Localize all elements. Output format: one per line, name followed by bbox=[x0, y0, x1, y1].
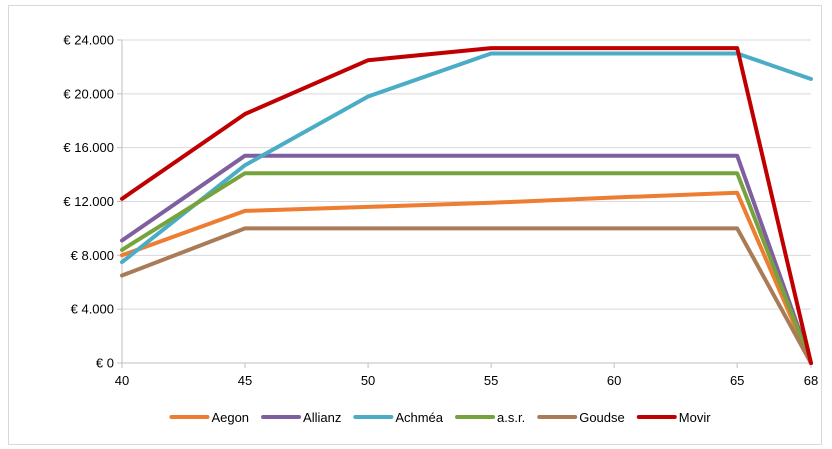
legend-label: Movir bbox=[679, 410, 711, 425]
grid-lines bbox=[122, 39, 811, 310]
x-tick-label: 50 bbox=[361, 373, 375, 388]
axes: € 0 € 4.000 € 8.000 € 12.000 € 16.000 € 20.00… bbox=[63, 33, 818, 389]
y-tick-label: € 8.000 bbox=[71, 248, 114, 263]
y-tick-label: € 16.000 bbox=[63, 140, 114, 155]
y-tick-label: € 12.000 bbox=[63, 194, 114, 209]
line-chart: € 0 € 4.000 € 8.000 € 12.000 € 16.000 € 20.00… bbox=[63, 33, 818, 426]
y-tick-label: € 20.000 bbox=[63, 86, 114, 101]
series-line-allianz bbox=[120, 153, 813, 365]
chart-frame: € 0 € 4.000 € 8.000 € 12.000 € 16.000 € 20.00… bbox=[8, 5, 822, 445]
series-line-a-s-r- bbox=[120, 171, 813, 365]
x-tick-label: 60 bbox=[607, 373, 621, 388]
series-lines bbox=[120, 46, 813, 365]
legend-label: Goudse bbox=[579, 410, 625, 425]
series-line-movir bbox=[120, 46, 813, 365]
legend-label: Aegon bbox=[211, 410, 249, 425]
legend-label: a.s.r. bbox=[497, 410, 525, 425]
x-tick-label: 65 bbox=[730, 373, 744, 388]
legend: Aegon Allianz Achméa a.s.r. Goudse Movir bbox=[169, 410, 711, 425]
series-line-aegon bbox=[120, 190, 813, 365]
x-tick-label: 45 bbox=[238, 373, 252, 388]
y-tick-label: € 4.000 bbox=[71, 302, 114, 317]
series-line-achm-a bbox=[120, 51, 813, 265]
series-line-goudse bbox=[120, 226, 813, 365]
x-tick-label: 55 bbox=[484, 373, 498, 388]
x-tick-label: 40 bbox=[115, 373, 129, 388]
y-tick-label: € 0 bbox=[96, 356, 114, 371]
x-tick-label: 68 bbox=[804, 373, 818, 388]
y-tick-label: € 24.000 bbox=[63, 33, 114, 48]
legend-label: Allianz bbox=[303, 410, 341, 425]
legend-label: Achméa bbox=[395, 410, 443, 425]
